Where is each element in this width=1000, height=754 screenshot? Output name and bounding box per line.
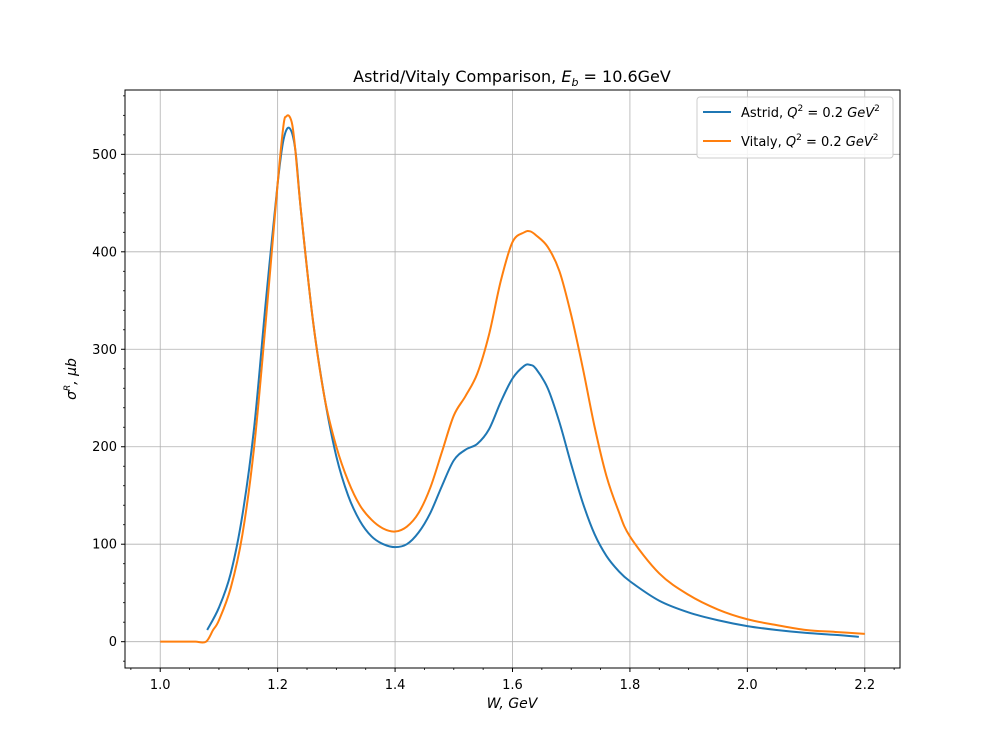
series-line-vitaly xyxy=(160,114,865,644)
x-tick-label: 2.0 xyxy=(737,678,758,693)
x-tick-label: 1.6 xyxy=(502,678,523,693)
y-tick-label: 500 xyxy=(92,148,117,163)
legend-box xyxy=(696,96,894,159)
y-tick-label: 200 xyxy=(92,440,117,455)
x-tick-label: 2.2 xyxy=(854,678,875,693)
x-tick-label: 1.8 xyxy=(620,678,641,693)
x-tick-label: 1.0 xyxy=(150,678,171,693)
y-tick-label: 100 xyxy=(92,538,117,553)
x-tick-label: 1.2 xyxy=(267,678,288,693)
legend: Astrid, Q2 = 0.2 GeV2 Vitaly, Q2 = 0.2 G… xyxy=(696,96,894,159)
y-tick-label: 400 xyxy=(92,245,117,260)
series-line-astrid xyxy=(206,126,859,638)
axis-ticks: 1.0 1.2 1.4 1.6 1.8 2.0 2.2 0 100 200 300 400 500 xyxy=(92,95,895,693)
x-tick-label: 1.4 xyxy=(385,678,406,693)
legend-label-astrid: Astrid, Q2 = 0.2 GeV2 xyxy=(741,104,880,121)
y-tick-label: 0 xyxy=(109,635,117,650)
x-axis-label: W, GeV xyxy=(487,696,539,712)
legend-label-vitaly: Vitaly, Q2 = 0.2 GeV2 xyxy=(741,133,879,150)
chart-title: Astrid/Vitaly Comparison, Eb = 10.6GeV xyxy=(353,67,671,89)
grid xyxy=(125,90,900,668)
y-tick-label: 300 xyxy=(92,343,117,358)
y-axis-label: σR, μb xyxy=(63,358,80,400)
series-layer xyxy=(160,114,865,644)
